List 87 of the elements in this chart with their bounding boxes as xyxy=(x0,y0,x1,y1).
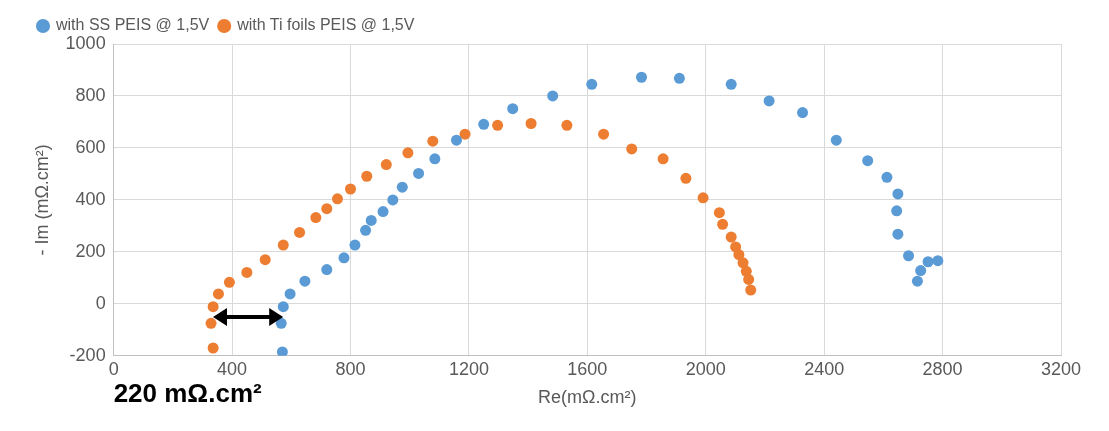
y-axis-title: - Im (mΩ.cm²) xyxy=(31,144,52,256)
point xyxy=(892,188,904,200)
point xyxy=(427,135,439,147)
x-tick-label: 400 xyxy=(217,358,248,379)
point xyxy=(725,231,737,243)
point xyxy=(459,128,471,140)
x-tick-label: 2400 xyxy=(804,358,845,379)
point xyxy=(725,78,737,90)
point xyxy=(413,167,425,179)
point xyxy=(657,153,669,165)
point xyxy=(478,118,490,130)
point xyxy=(365,214,377,226)
y-tick-label: 600 xyxy=(75,136,106,157)
point xyxy=(310,212,322,224)
point xyxy=(492,119,504,131)
legend-label: with Ti foils PEIS @ 1,5V xyxy=(236,16,415,34)
x-axis-title: Re(mΩ.cm²) xyxy=(538,387,637,408)
point xyxy=(360,224,372,236)
point xyxy=(915,265,927,277)
point xyxy=(830,134,842,146)
x-tick-label: 2800 xyxy=(922,358,963,379)
y-tick-label: 400 xyxy=(75,188,106,209)
y-tick-label: 200 xyxy=(75,240,106,261)
point xyxy=(284,288,296,300)
point xyxy=(797,107,809,119)
point xyxy=(697,192,709,204)
point xyxy=(321,203,333,215)
point xyxy=(598,128,610,140)
point xyxy=(387,194,399,206)
x-tick-label: 1600 xyxy=(567,358,608,379)
point xyxy=(626,143,638,155)
y-tick-label: 1000 xyxy=(65,32,106,53)
x-tick-label: 1200 xyxy=(448,358,489,379)
point xyxy=(349,239,361,251)
point xyxy=(911,275,923,287)
x-tick-label: 2000 xyxy=(685,358,726,379)
point xyxy=(680,172,692,184)
legend-label: with SS PEIS @ 1,5V xyxy=(55,16,210,34)
y-tick-label: 0 xyxy=(95,292,106,313)
point xyxy=(881,171,893,183)
point xyxy=(525,118,537,130)
point xyxy=(276,346,288,356)
point xyxy=(429,153,441,165)
point xyxy=(241,266,253,278)
point xyxy=(207,301,219,313)
point xyxy=(277,301,289,313)
point xyxy=(932,255,944,267)
point xyxy=(922,256,934,268)
point xyxy=(259,254,271,266)
point xyxy=(891,205,903,217)
point xyxy=(205,317,217,329)
point xyxy=(361,170,373,182)
point xyxy=(507,103,519,115)
point xyxy=(294,226,306,238)
point xyxy=(636,71,647,83)
point xyxy=(561,119,573,131)
point xyxy=(396,181,408,193)
point xyxy=(673,72,685,84)
point xyxy=(344,183,356,195)
point xyxy=(207,342,219,354)
point xyxy=(745,284,757,296)
y-tick-label: -200 xyxy=(69,344,106,365)
x-tick-label: 0 xyxy=(108,358,119,379)
point xyxy=(713,207,725,219)
point xyxy=(892,228,904,240)
point xyxy=(212,288,224,300)
point xyxy=(380,159,392,171)
point xyxy=(862,155,874,167)
point xyxy=(717,218,729,230)
point xyxy=(331,193,343,205)
point xyxy=(277,239,289,251)
x-tick-label: 800 xyxy=(335,358,366,379)
point xyxy=(903,250,915,262)
point xyxy=(377,206,389,218)
text: 220 mΩ.cm² xyxy=(113,377,262,409)
point xyxy=(547,90,559,102)
point xyxy=(763,95,775,107)
point xyxy=(299,275,311,287)
point xyxy=(338,252,350,264)
y-tick-label: 800 xyxy=(75,84,106,105)
point xyxy=(743,273,755,285)
point xyxy=(321,264,333,276)
point xyxy=(402,147,414,159)
point xyxy=(223,276,235,288)
x-tick-label: 3200 xyxy=(1040,358,1082,379)
point xyxy=(586,78,598,90)
point xyxy=(450,134,462,146)
